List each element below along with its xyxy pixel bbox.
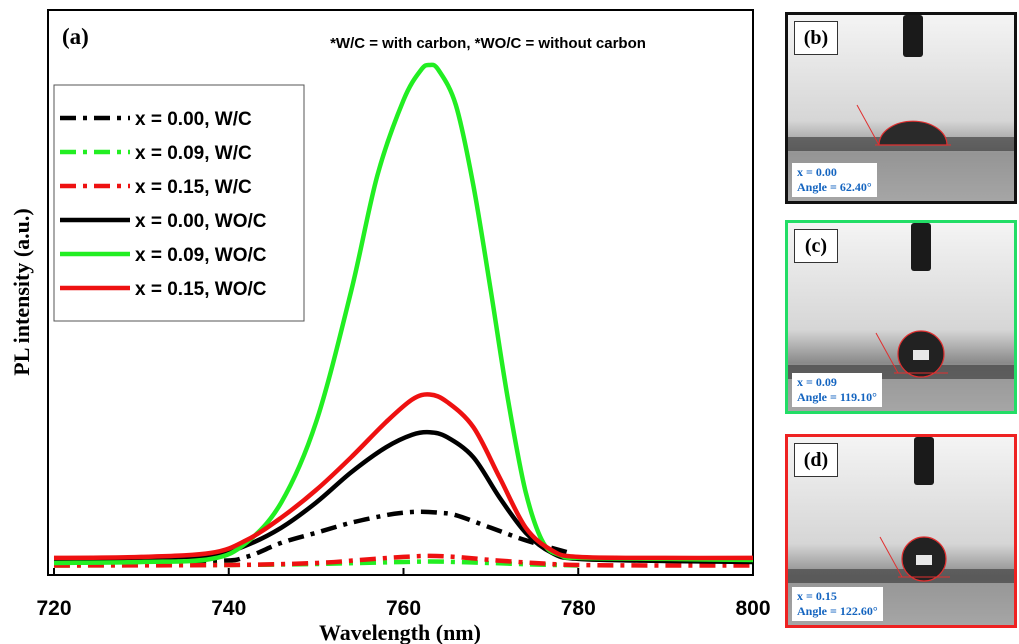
x-ticks: 720 740 760 780 800 [36,568,770,620]
pl-chart: 720 740 760 780 800 (a) *W/C = with carbon, … [9,9,770,644]
y-axis-label: PL intensity (a.u.) [9,208,34,375]
tangent-line [879,536,903,578]
legend-label: x = 0.09, W/C [135,143,252,164]
composition-text: x = 0.15 [797,589,837,603]
x-tick-label-740: 740 [211,597,246,620]
water-droplet [878,120,948,146]
x-tick-label-800: 800 [735,597,770,620]
angle-caption-c: x = 0.09 Angle = 119.10° [792,373,882,407]
series-line-x-0-15-wo-c [53,392,754,561]
series-line-x-0-00-w-c [53,509,571,565]
angle-text: Angle = 119.10° [797,390,877,404]
panel-label-b: (b) [794,21,838,55]
composition-text: x = 0.00 [797,165,837,179]
x-tick-label-780: 780 [561,597,596,620]
legend-label: x = 0.15, W/C [135,177,252,198]
tangent-line [856,104,880,146]
syringe-needle [903,15,923,57]
legend: x = 0.00, W/C x = 0.09, W/C x = 0.15, W/C x… [53,84,305,322]
curves [53,62,754,568]
composition-text: x = 0.09 [797,375,837,389]
angle-caption-b: x = 0.00 Angle = 62.40° [792,163,877,197]
angle-text: Angle = 122.60° [797,604,878,618]
x-axis-label: Wavelength (nm) [319,620,481,644]
panel-label-a: (a) [62,24,89,49]
series-line-x-0-00-wo-c [53,429,754,565]
x-tick-label-720: 720 [36,597,71,620]
tangent-line [875,332,899,374]
contact-angle-photo-c: (c) x = 0.09 Angle = 119.10° [785,220,1017,414]
syringe-needle [914,437,934,485]
contact-angle-photo-b: (b) x = 0.00 Angle = 62.40° [785,12,1017,204]
droplet-highlight [916,555,932,565]
droplet-highlight [913,350,929,360]
substrate [788,569,1014,583]
legend-box [53,84,305,322]
legend-label: x = 0.00, W/C [135,109,252,130]
x-tick-label-760: 760 [386,597,421,620]
legend-label: x = 0.15, WO/C [135,279,267,300]
carbon-note: *W/C = with carbon, *WO/C = without carb… [330,35,646,52]
plot-frame [47,9,754,576]
angle-text: Angle = 62.40° [797,180,872,194]
legend-label: x = 0.00, WO/C [135,211,267,232]
series-line-x-0-15-w-c [53,553,754,568]
contact-angle-photo-d: (d) x = 0.15 Angle = 122.60° [785,434,1017,628]
angle-caption-d: x = 0.15 Angle = 122.60° [792,587,883,621]
syringe-needle [911,223,931,271]
panel-label-d: (d) [794,443,838,477]
legend-label: x = 0.09, WO/C [135,245,267,266]
panel-label-c: (c) [794,229,838,263]
